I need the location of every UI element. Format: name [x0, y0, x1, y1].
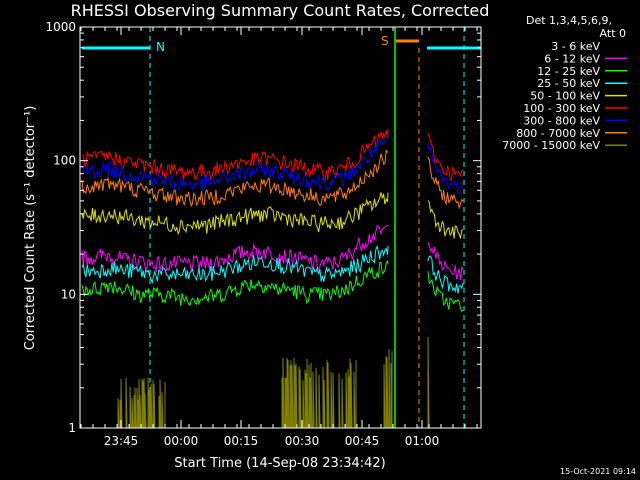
y-axis-label: Corrected Count Rate (s⁻¹ detector⁻¹): [23, 106, 38, 351]
x-tick-label: 23:45: [104, 434, 139, 448]
x-tick-label: 00:15: [224, 434, 259, 448]
chart-title: RHESSI Observing Summary Count Rates, Co…: [71, 1, 490, 20]
series-line: [427, 241, 464, 281]
series-line: [81, 149, 389, 208]
series-line: [427, 132, 464, 182]
series-line: [81, 192, 389, 236]
y-tick-label: 100: [53, 154, 76, 168]
plot-frame: [79, 26, 482, 429]
legend-entry-label: 12 - 25 keV: [537, 65, 600, 78]
series-line: [427, 255, 464, 294]
saa-marker-label: S: [381, 34, 389, 48]
x-axis-label: Start Time (14-Sep-08 23:34:42): [174, 456, 385, 471]
series-line: [81, 244, 389, 285]
legend-entry-label: 25 - 50 keV: [537, 77, 600, 90]
legend-entry-label: 7000 - 15000 keV: [502, 139, 600, 152]
legend-entry-label: 300 - 800 keV: [523, 114, 600, 127]
series-line: [427, 271, 464, 313]
axis-ticks: 1 10 100 1000 23:45 00:00 00:15 00:30 00:45 01:00: [45, 20, 481, 448]
legend-entry-label: 50 - 100 keV: [530, 90, 600, 103]
series-line: [427, 156, 464, 210]
series-line: [427, 267, 464, 308]
legend-entry-label: 3 - 6 keV: [551, 40, 600, 53]
y-tick-label: 10: [61, 287, 76, 301]
legend-header-attenuator: Att 0: [600, 27, 626, 40]
x-tick-label: 01:00: [405, 434, 440, 448]
series-line: [81, 128, 389, 181]
series-line: [427, 144, 464, 194]
y-tick-label: 1000: [45, 20, 76, 34]
x-tick-label: 00:45: [345, 434, 380, 448]
generation-timestamp: 15-Oct-2021 09:14: [560, 467, 636, 476]
series-line: [81, 224, 389, 273]
legend-entry-label: 6 - 12 keV: [544, 52, 600, 65]
legend-header-detectors: Det 1,3,4,5,6,9,: [526, 14, 612, 27]
x-tick-label: 00:00: [164, 434, 199, 448]
x-tick-label: 00:30: [285, 434, 320, 448]
series-line: [81, 134, 389, 192]
y-tick-label: 1: [68, 421, 76, 435]
legend-entry-label: 800 - 7000 keV: [516, 127, 600, 140]
night-marker-label: N: [156, 40, 165, 54]
series-line: [427, 200, 464, 239]
legend-entry-label: 100 - 300 keV: [523, 102, 600, 115]
series-line: [382, 349, 393, 429]
series-line: [81, 259, 389, 307]
